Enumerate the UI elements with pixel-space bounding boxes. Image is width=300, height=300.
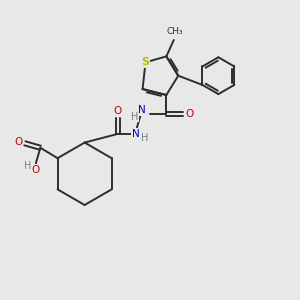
Text: O: O [32, 165, 40, 175]
Text: N: N [132, 129, 140, 139]
Text: O: O [185, 109, 194, 119]
Text: S: S [142, 57, 149, 67]
Text: N: N [138, 105, 146, 115]
Text: CH₃: CH₃ [167, 27, 184, 36]
Text: H: H [131, 112, 138, 122]
Text: H: H [24, 161, 31, 171]
Text: H: H [141, 133, 148, 142]
Text: O: O [113, 106, 122, 116]
Text: O: O [14, 137, 22, 147]
